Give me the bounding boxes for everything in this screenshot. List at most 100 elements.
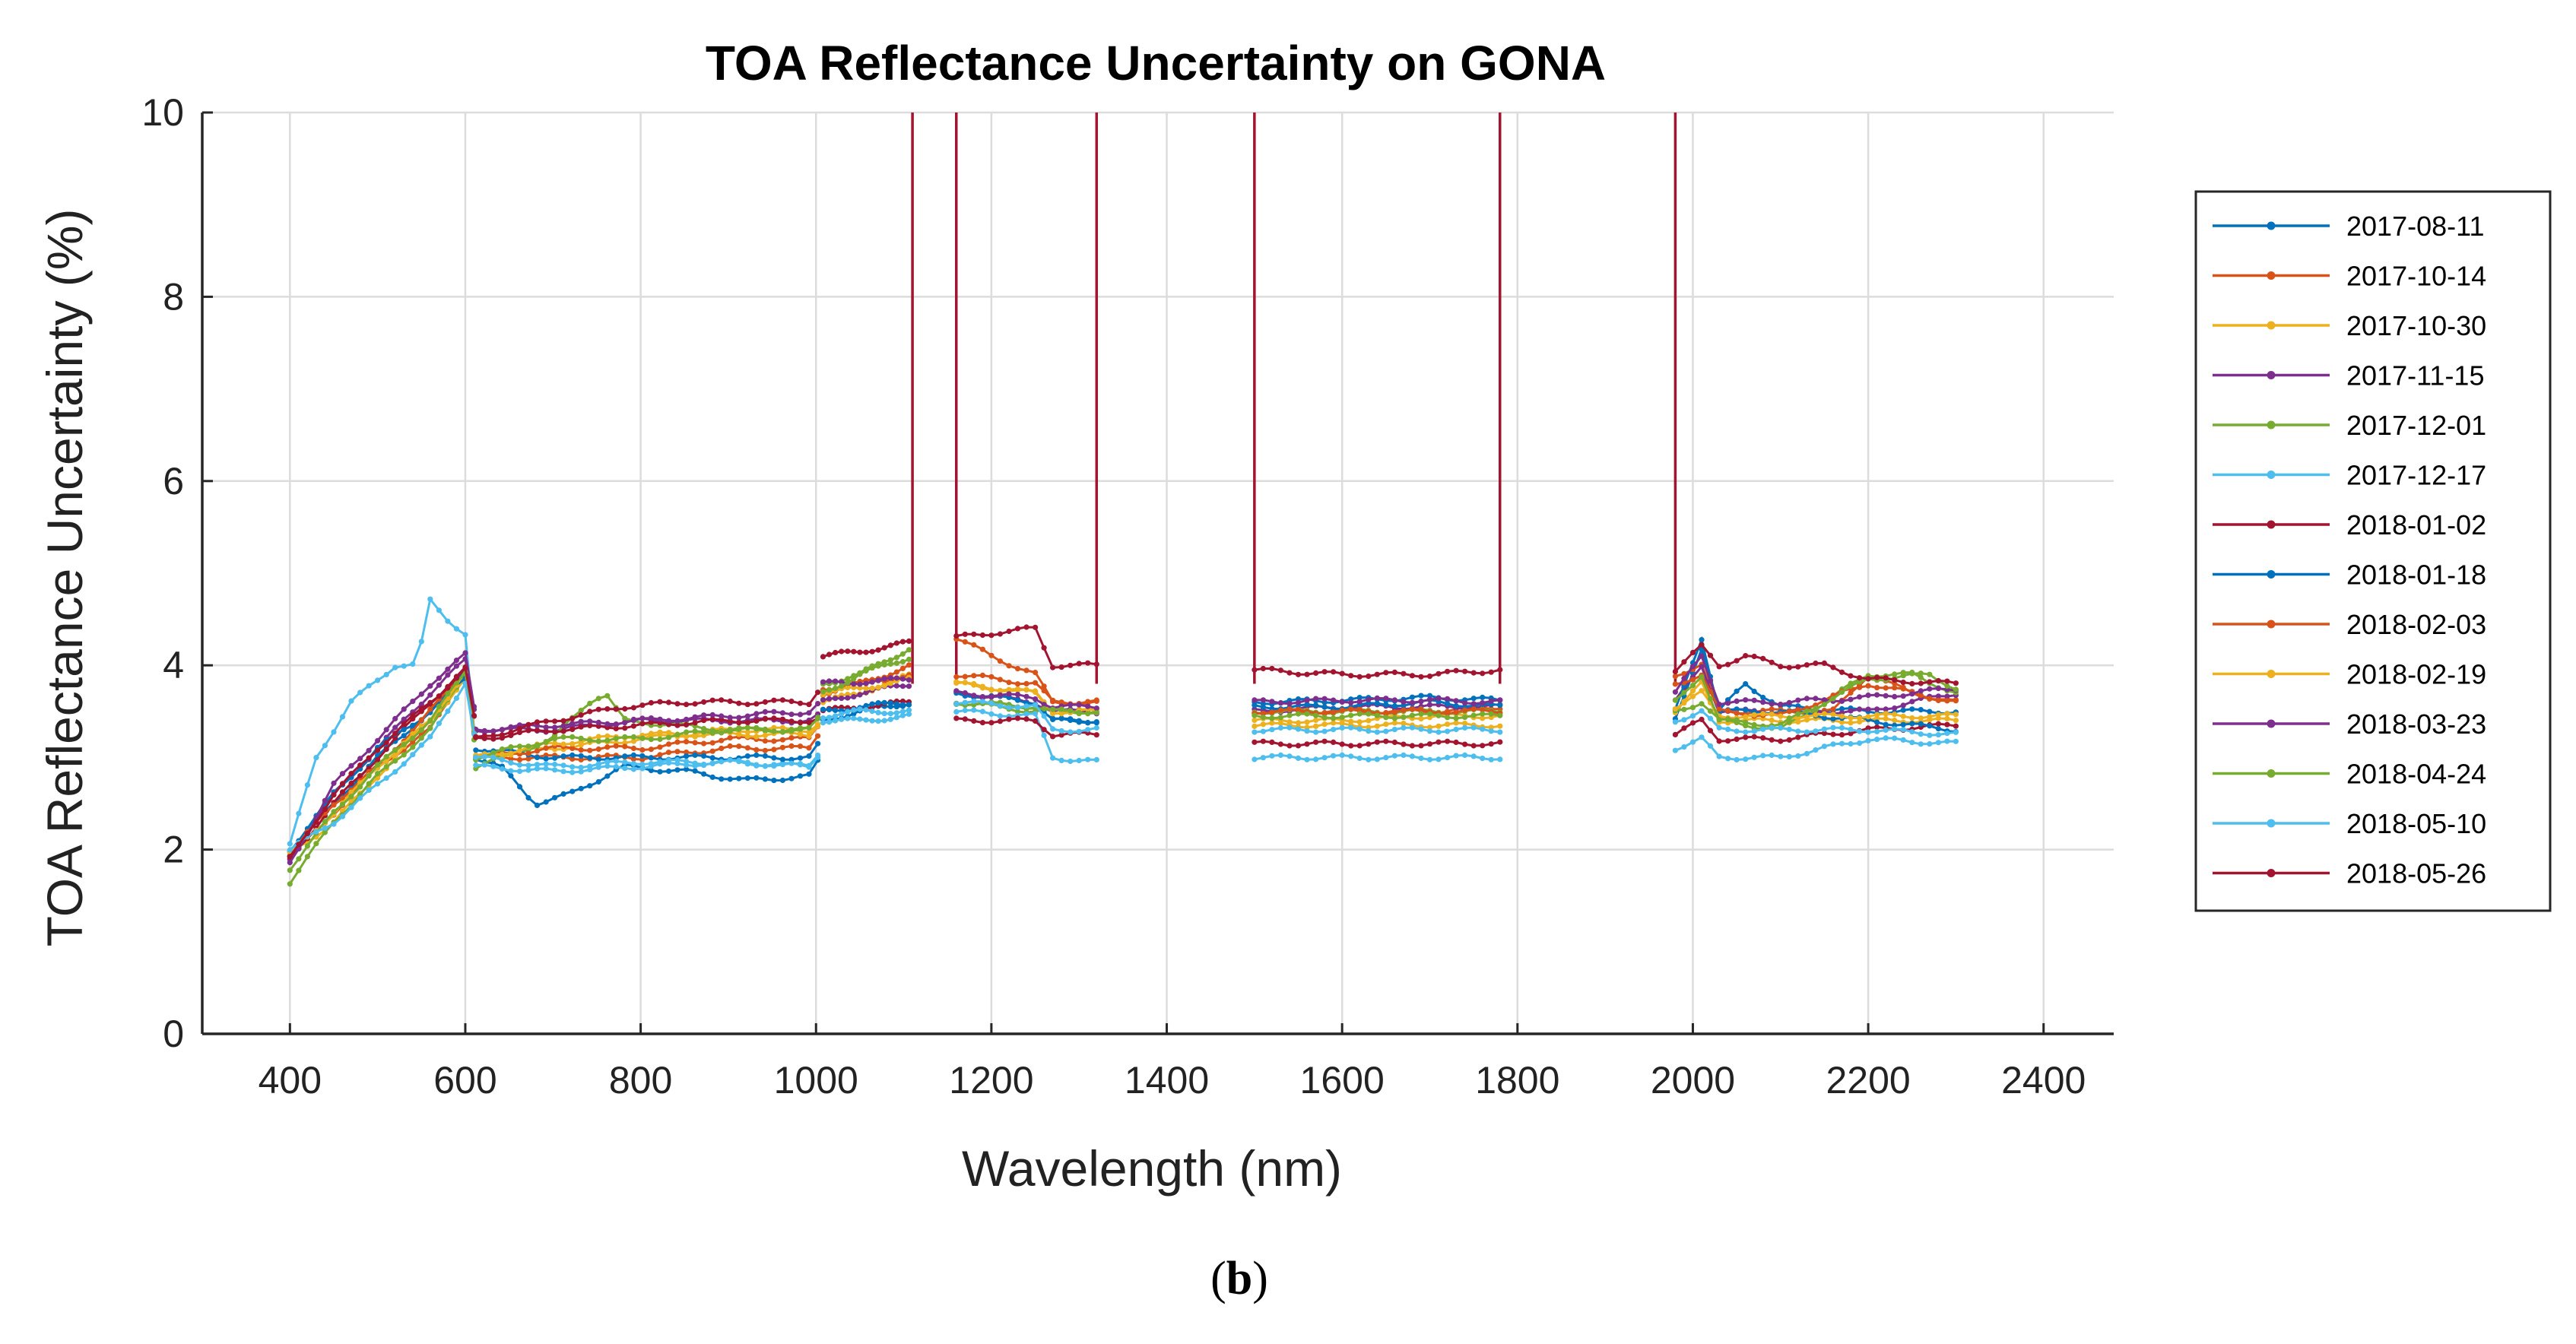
series-marker (753, 746, 760, 753)
series-marker (875, 647, 881, 653)
series-marker (709, 760, 715, 767)
series-marker (1383, 728, 1389, 734)
plot-area (287, 113, 1959, 887)
series-marker (604, 763, 611, 769)
series-marker (762, 747, 769, 753)
series-marker (1023, 686, 1029, 693)
series-marker (1900, 680, 1906, 686)
series-marker (857, 681, 863, 687)
series-marker (1953, 729, 1959, 735)
series-marker (1497, 723, 1503, 729)
series-marker (1944, 738, 1950, 744)
series-marker (1778, 664, 1784, 670)
series-marker (1014, 705, 1021, 711)
series-marker (1813, 712, 1819, 718)
series-marker (1918, 670, 1924, 677)
series-marker (1778, 753, 1784, 759)
series-marker (1909, 706, 1915, 712)
series-marker (1286, 724, 1293, 731)
legend-marker-2017-11-15 (2267, 371, 2276, 379)
series-marker (534, 762, 541, 768)
series-marker (988, 693, 995, 699)
series-marker (1401, 721, 1407, 727)
series-marker (1935, 693, 1941, 699)
legend-marker-2017-10-30 (2267, 321, 2276, 330)
legend-marker-2017-08-11 (2267, 221, 2276, 230)
series-marker (806, 719, 812, 726)
series-marker (1716, 724, 1722, 731)
series-marker (304, 843, 310, 849)
series-marker (863, 717, 869, 723)
series-marker (1857, 715, 1863, 721)
series-marker (1321, 721, 1328, 727)
series-marker (1760, 726, 1766, 732)
series-marker (1743, 681, 1749, 687)
series-marker (357, 689, 363, 696)
series-marker (1304, 711, 1310, 717)
series-marker (445, 691, 451, 697)
series-marker (899, 708, 906, 715)
series-marker (1076, 718, 1082, 724)
series-marker (383, 764, 389, 770)
series-marker (1339, 752, 1345, 759)
series-marker (988, 711, 995, 717)
series-marker (1480, 715, 1486, 721)
series-marker (797, 761, 804, 767)
series-marker (1356, 707, 1363, 713)
x-tick-label: 1400 (1125, 1059, 1209, 1102)
series-marker (692, 701, 698, 707)
series-marker (1918, 674, 1924, 680)
series-marker (543, 761, 549, 767)
series-marker (779, 716, 785, 722)
series-marker (1892, 712, 1898, 718)
series-marker (1093, 710, 1099, 716)
series-marker (525, 794, 531, 801)
series-marker (587, 755, 593, 761)
series-marker (595, 706, 601, 712)
series-marker (788, 775, 795, 781)
series-marker (1874, 706, 1880, 712)
series-marker (630, 738, 637, 744)
series-marker (665, 757, 672, 763)
series-marker (604, 733, 611, 739)
series-marker (881, 676, 887, 682)
series-marker (1313, 723, 1319, 730)
series-marker (826, 715, 833, 721)
series-marker (648, 767, 655, 774)
series-marker (1707, 696, 1714, 702)
series-marker (971, 673, 977, 679)
series-marker (971, 707, 977, 713)
series-marker (1953, 698, 1959, 704)
series-marker (1927, 679, 1933, 685)
series-marker (1277, 724, 1283, 731)
series-marker (744, 702, 750, 708)
series-marker (1331, 715, 1337, 721)
series-marker (462, 680, 468, 686)
series-marker (875, 677, 881, 683)
series-marker (462, 650, 468, 656)
series-line (475, 735, 819, 761)
series-marker (569, 745, 576, 752)
series-marker (788, 728, 795, 734)
series-marker (857, 706, 863, 712)
series-marker (736, 731, 742, 737)
legend-marker-2018-01-18 (2267, 570, 2276, 578)
series-marker (1804, 662, 1810, 668)
series-marker (1900, 713, 1906, 719)
series-marker (436, 721, 443, 727)
series-marker (962, 716, 968, 722)
series-marker (1734, 688, 1740, 694)
series-marker (899, 658, 906, 665)
series-marker (1760, 735, 1766, 741)
series-marker (1734, 728, 1740, 734)
series-marker (1295, 743, 1302, 749)
series-marker (1865, 706, 1871, 712)
series-marker (1672, 681, 1678, 687)
series-marker (1277, 667, 1283, 674)
series-marker (979, 708, 985, 715)
series-marker (552, 761, 558, 768)
series-marker (1883, 693, 1889, 699)
series-marker (1927, 723, 1933, 729)
series-marker (1488, 711, 1494, 717)
series-marker (701, 729, 707, 735)
